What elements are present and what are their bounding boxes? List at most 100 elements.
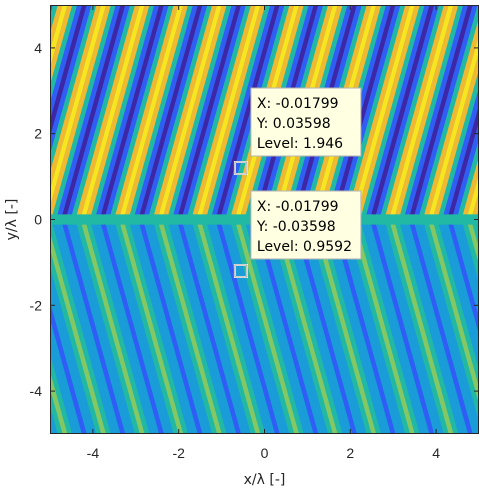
contour-band bbox=[50, 405, 58, 434]
contour-band bbox=[360, 5, 425, 220]
contour-band bbox=[94, 219, 160, 434]
contour-band bbox=[481, 5, 485, 220]
contour-band bbox=[389, 219, 454, 434]
contour-band bbox=[466, 174, 479, 220]
contour-band bbox=[200, 219, 266, 434]
contour-band bbox=[307, 219, 372, 434]
contour-band bbox=[442, 219, 479, 352]
contour-band bbox=[302, 219, 367, 434]
contour-band bbox=[398, 5, 464, 220]
contour-band bbox=[138, 5, 203, 220]
contour-band bbox=[403, 219, 468, 434]
contour-band bbox=[172, 219, 237, 434]
contour-band bbox=[65, 5, 131, 220]
contour-band bbox=[205, 219, 271, 434]
contour-band bbox=[0, 220, 48, 435]
contour-band bbox=[0, 220, 19, 435]
contour-band bbox=[350, 219, 415, 434]
contour-band bbox=[374, 219, 440, 434]
contour-band bbox=[123, 5, 189, 220]
contour-band bbox=[109, 219, 174, 434]
contour-band bbox=[215, 5, 280, 220]
contour-band bbox=[138, 219, 203, 434]
contour-band bbox=[451, 121, 479, 220]
contour-band bbox=[263, 219, 329, 434]
contour-band bbox=[345, 219, 411, 434]
contour-band bbox=[0, 5, 48, 220]
contour-band bbox=[369, 5, 435, 220]
contour-band bbox=[384, 219, 449, 434]
contour-band bbox=[133, 5, 198, 220]
x-tick-label: -2 bbox=[172, 445, 185, 461]
contour-band bbox=[471, 219, 479, 248]
contour-band bbox=[447, 219, 479, 335]
contour-band bbox=[283, 219, 348, 434]
contour-band bbox=[0, 220, 24, 435]
contour-band bbox=[50, 5, 111, 220]
axis-ticks: -4 -2 0 2 4 -4 -2 0 2 4 bbox=[30, 5, 479, 461]
contour-band bbox=[181, 5, 246, 220]
contour-band bbox=[147, 219, 213, 434]
contour-band bbox=[123, 219, 189, 434]
x-tick-label: 0 bbox=[261, 445, 269, 461]
contour-band bbox=[258, 219, 324, 434]
contour-band bbox=[326, 219, 391, 434]
contour-band bbox=[292, 219, 357, 434]
contour-band bbox=[61, 5, 126, 220]
contour-band bbox=[50, 249, 102, 434]
contour-band bbox=[176, 5, 242, 220]
contour-band bbox=[422, 219, 479, 422]
contour-band bbox=[196, 219, 261, 434]
x-tick-label: -4 bbox=[87, 445, 100, 461]
contour-band bbox=[287, 219, 353, 434]
contour-band bbox=[355, 219, 420, 434]
datatip[interactable]: X: -0.01799 Y: 0.03598 Level: 1.946 bbox=[233, 87, 362, 176]
contour-band bbox=[114, 5, 179, 220]
contour-band bbox=[210, 5, 275, 220]
contour-band bbox=[147, 5, 213, 220]
contour-band bbox=[398, 219, 464, 434]
contour-band bbox=[331, 5, 396, 220]
contour-band bbox=[437, 219, 479, 370]
contour-band bbox=[51, 219, 116, 434]
contour-band bbox=[471, 191, 479, 220]
contour-band bbox=[114, 219, 179, 434]
datatip-box bbox=[250, 87, 362, 157]
contour-band bbox=[215, 219, 280, 434]
y-axis-label: y/λ [-] bbox=[4, 199, 20, 241]
contour-band bbox=[466, 219, 479, 265]
contour-band bbox=[0, 5, 39, 220]
contour-band bbox=[65, 219, 131, 434]
contour-band bbox=[427, 219, 479, 405]
contour-band bbox=[70, 219, 135, 434]
contour-band bbox=[365, 219, 430, 434]
contour-band bbox=[268, 219, 333, 434]
contour-band bbox=[316, 219, 382, 434]
contour-band bbox=[0, 220, 39, 435]
contour-band bbox=[50, 5, 53, 16]
contour-band bbox=[50, 267, 97, 434]
contour-band bbox=[0, 220, 5, 435]
contour-band bbox=[360, 219, 425, 434]
y-tick-label: -4 bbox=[30, 383, 43, 399]
contour-band bbox=[336, 5, 401, 220]
contour-band bbox=[210, 219, 275, 434]
contour-band bbox=[340, 5, 406, 220]
y-tick-label: 0 bbox=[34, 212, 42, 228]
contour-band bbox=[89, 5, 155, 220]
y-tick-label: 4 bbox=[34, 40, 42, 56]
contour-band bbox=[447, 104, 479, 220]
contour-band bbox=[0, 220, 34, 435]
contour-band bbox=[89, 219, 155, 434]
contour-band bbox=[340, 219, 406, 434]
contour-band bbox=[461, 219, 479, 283]
datatip[interactable]: X: -0.01799 Y: -0.03598 Level: 0.9592 bbox=[233, 190, 362, 278]
contour-band bbox=[442, 87, 479, 220]
contour-band bbox=[374, 5, 440, 220]
contour-band bbox=[181, 219, 246, 434]
datatip-marker-outline bbox=[234, 161, 248, 175]
contour-band bbox=[0, 5, 34, 220]
contour-band bbox=[0, 220, 14, 435]
contour-band bbox=[133, 219, 198, 434]
